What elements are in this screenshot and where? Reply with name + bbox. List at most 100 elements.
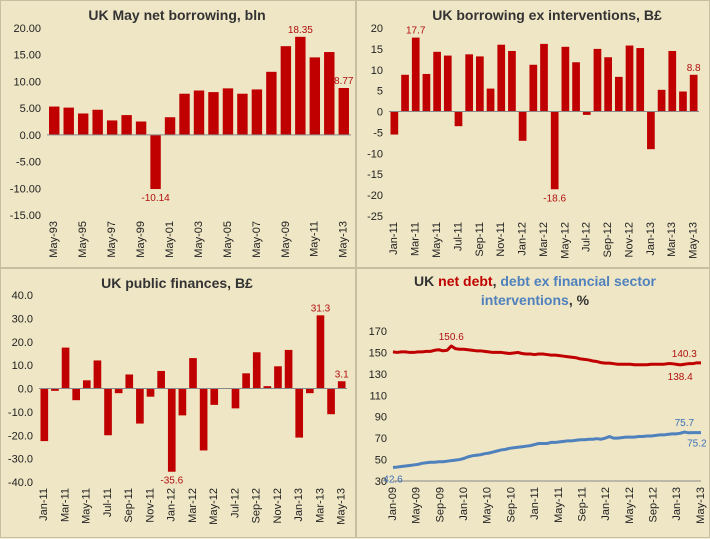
x-tick-label: Nov-11 <box>144 488 156 523</box>
y-tick-label: 30 <box>375 476 387 488</box>
bar <box>582 111 591 115</box>
bar <box>572 62 580 112</box>
bar <box>40 388 49 442</box>
data-label: -10.14 <box>141 193 170 204</box>
bar <box>82 380 91 389</box>
x-tick-label: Jan-09 <box>387 487 399 521</box>
bar <box>295 388 304 438</box>
x-tick-label: Mar-11 <box>410 222 422 256</box>
bar <box>284 349 293 389</box>
data-label: 18.35 <box>288 25 313 36</box>
bar <box>242 373 250 389</box>
bar <box>401 74 409 112</box>
bar <box>210 388 219 405</box>
bar <box>114 388 123 394</box>
bar <box>146 388 155 397</box>
y-tick-label: -30.0 <box>8 454 33 466</box>
bar <box>72 388 80 401</box>
y-tick-label: -20 <box>367 190 383 202</box>
bar <box>222 88 234 135</box>
chart-title-part: , <box>493 273 501 289</box>
chart-net-debt: UK net debt, debt ex financial sector int… <box>369 273 707 524</box>
chart-may-net-borrowing: UK May net borrowing, bln 20.00 15.00 10.00… <box>10 7 354 258</box>
bar <box>178 388 187 416</box>
panel-net-debt: UK net debt, debt ex financial sector int… <box>356 268 710 538</box>
bar <box>125 374 134 389</box>
data-label: 75.7 <box>675 418 695 429</box>
y-tick-label: 20.00 <box>13 23 41 35</box>
bar <box>263 386 272 389</box>
x-tick-label: Jan-11 <box>388 222 400 255</box>
y-tick-label: 5.00 <box>20 103 41 115</box>
y-tick-label: 30.0 <box>12 313 33 325</box>
x-tick-label: May-11 <box>553 487 565 523</box>
x-tick-label: May-93 <box>48 221 60 258</box>
bar <box>208 92 219 135</box>
chart-title-part: , % <box>569 292 590 308</box>
bar <box>422 73 431 112</box>
x-tick-label: Sep-10 <box>505 487 517 522</box>
bar <box>636 48 645 112</box>
x-tick-label: Nov-12 <box>623 222 635 257</box>
x-tick-label: Jan-13 <box>293 488 305 522</box>
bar <box>189 358 197 389</box>
bar <box>497 44 506 112</box>
bar <box>324 52 335 135</box>
y-tick-label: 110 <box>369 390 387 402</box>
x-tick-label: May-99 <box>135 221 147 258</box>
y-tick-label: 20 <box>371 23 383 35</box>
x-tick-label: Jan-11 <box>38 488 50 521</box>
y-tick-label: 150 <box>369 347 387 359</box>
y-tick-label: 40.0 <box>12 290 33 302</box>
x-tick-label: Mar-12 <box>187 488 199 523</box>
data-label: 140.3 <box>672 349 697 360</box>
y-tick-label: -15 <box>367 169 383 181</box>
bar <box>252 352 261 389</box>
data-label: -18.6 <box>543 193 566 204</box>
x-tick-label: Sep-11 <box>474 222 486 257</box>
bar <box>306 388 314 394</box>
x-tick-label: May-12 <box>624 487 636 524</box>
bar <box>61 347 70 389</box>
x-tick-label: Sep-12 <box>251 488 263 523</box>
x-tick-label: May-13 <box>695 487 707 524</box>
bar <box>540 43 548 112</box>
x-tick-label: Jul-11 <box>452 222 464 251</box>
bar <box>604 57 612 112</box>
x-tick-label: May-01 <box>164 221 176 258</box>
x-tick-label: May-13 <box>688 222 700 259</box>
y-tick-label: 0.0 <box>18 384 33 396</box>
bar <box>150 134 161 190</box>
y-tick-label: 5 <box>377 86 383 98</box>
x-tick-label: Jan-10 <box>458 487 470 521</box>
chart-title: UK net debt, debt ex financial sector <box>414 273 657 289</box>
bar <box>625 45 634 112</box>
y-tick-label: -5 <box>373 127 383 139</box>
data-label: 31.3 <box>311 303 331 314</box>
series-line <box>392 344 701 367</box>
x-tick-label: May-11 <box>81 488 93 524</box>
bar <box>486 88 495 112</box>
panel-public-finances: UK public finances, B£ 40.0 30.0 20.0 10.0 0.… <box>0 268 356 538</box>
bar <box>104 388 112 436</box>
x-tick-label: May-10 <box>482 487 494 524</box>
x-tick-label: Jan-13 <box>645 222 657 256</box>
bar <box>338 88 349 135</box>
panel-borrowing-ex-interventions: UK borrowing ex interventions, B£ 20 15 10 5… <box>356 0 710 268</box>
bar <box>49 106 60 135</box>
data-label: 150.6 <box>439 332 464 343</box>
data-label: 75.2 <box>687 439 707 450</box>
bar <box>443 55 452 112</box>
data-label: -35.6 <box>160 476 183 487</box>
y-tick-label: 15.00 <box>13 50 41 62</box>
bar <box>106 120 118 135</box>
bar <box>561 46 570 112</box>
x-tick-label: Mar-13 <box>666 222 678 257</box>
bar <box>411 37 420 112</box>
bar <box>167 388 176 472</box>
x-tick-label: May-11 <box>431 222 443 258</box>
x-tick-label: Jan-12 <box>600 487 612 521</box>
chart-title-part: interventions <box>481 292 569 308</box>
bar <box>179 93 190 135</box>
chart-title-part: net debt <box>438 273 493 289</box>
